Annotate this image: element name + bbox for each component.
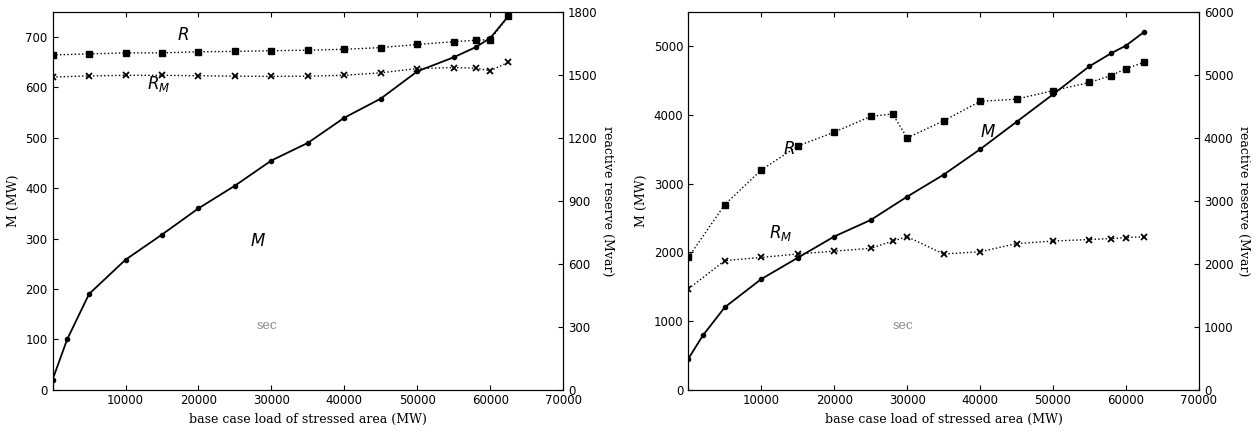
X-axis label: base case load of stressed area (MW): base case load of stressed area (MW) [825,413,1062,426]
Text: $M$: $M$ [980,123,996,141]
Y-axis label: M (MW): M (MW) [8,174,20,227]
Y-axis label: M (MW): M (MW) [635,174,649,227]
X-axis label: base case load of stressed area (MW): base case load of stressed area (MW) [189,413,427,426]
Y-axis label: reactive reserve (Mvar): reactive reserve (Mvar) [1237,126,1249,276]
Y-axis label: reactive reserve (Mvar): reactive reserve (Mvar) [601,126,615,276]
Text: $R$: $R$ [783,141,796,158]
Text: sec: sec [892,319,913,332]
Text: $M$: $M$ [250,233,265,249]
Text: $R_M$: $R_M$ [147,74,171,94]
Text: sec: sec [256,319,278,332]
Text: $R$: $R$ [176,26,189,44]
Text: $R_M$: $R_M$ [768,223,792,243]
